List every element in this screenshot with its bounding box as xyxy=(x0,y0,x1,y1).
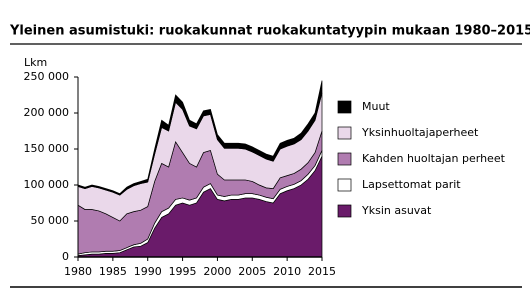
legend-swatch xyxy=(337,178,352,192)
y-tick-label: 250 000 xyxy=(24,70,70,83)
legend-swatch xyxy=(337,100,352,114)
x-tick-label: 2000 xyxy=(203,265,231,278)
legend-label: Lapsettomat parit xyxy=(362,178,461,191)
y-tick-label: 200 000 xyxy=(24,106,70,119)
x-tick-label: 1995 xyxy=(169,265,197,278)
y-tick-label: 150 000 xyxy=(24,142,70,155)
legend-label: Kahden huoltajan perheet xyxy=(362,152,506,165)
legend-swatch xyxy=(337,204,352,218)
chart-title: Yleinen asumistuki: ruokakunnat ruokakun… xyxy=(9,24,530,39)
x-tick-label: 1980 xyxy=(64,265,92,278)
y-tick-label: 100 000 xyxy=(24,178,70,191)
area xyxy=(77,80,323,196)
x-tick-label: 2010 xyxy=(273,265,301,278)
y-tick-label: 0 xyxy=(62,250,69,263)
legend-label: Yksin asuvat xyxy=(361,204,432,217)
legend-label: Muut xyxy=(362,100,390,113)
y-axis-label: Lkm xyxy=(24,56,47,69)
x-tick-label: 1990 xyxy=(134,265,162,278)
x-tick-label: 2005 xyxy=(238,265,266,278)
legend-label: Yksinhuoltajaperheet xyxy=(361,126,479,139)
x-tick-label: 2015 xyxy=(308,265,336,278)
legend-swatch xyxy=(337,152,352,166)
y-tick-label: 50 000 xyxy=(31,214,70,227)
legend-swatch xyxy=(337,126,352,140)
x-tick-label: 1985 xyxy=(99,265,127,278)
